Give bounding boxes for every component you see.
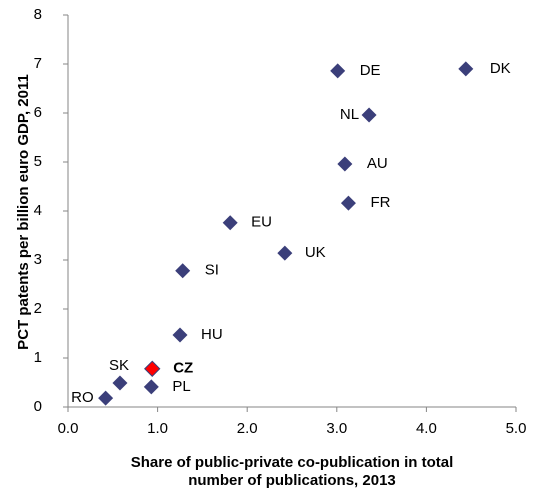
point-label: DK: [490, 60, 511, 77]
point-label: EU: [251, 214, 272, 231]
x-tick-label: 4.0: [416, 420, 437, 437]
point: [98, 390, 114, 406]
point-label: CZ: [173, 360, 193, 377]
point-label: FR: [370, 194, 390, 211]
y-tick-label: 0: [34, 398, 42, 415]
point: [143, 379, 159, 395]
x-tick-label: 1.0: [147, 420, 168, 437]
point: [337, 156, 353, 172]
y-tick-label: 8: [34, 6, 42, 23]
point: [175, 263, 191, 279]
x-axis-label: number of publications, 2013: [188, 472, 396, 489]
x-axis-label: Share of public-private co-publication i…: [131, 454, 454, 471]
point-label: HU: [201, 326, 223, 343]
point: [222, 215, 238, 231]
point: [340, 195, 356, 211]
point-label: PL: [172, 378, 190, 395]
point-label: SI: [205, 262, 219, 279]
point: [330, 63, 346, 79]
point: [458, 61, 474, 77]
y-tick-label: 5: [34, 153, 42, 170]
y-tick-label: 4: [34, 202, 42, 219]
point: [112, 375, 128, 391]
point: [277, 245, 293, 261]
point: [144, 360, 161, 377]
x-tick-label: 2.0: [237, 420, 258, 437]
y-axis-label: PCT patents per billion euro GDP, 2011: [15, 74, 32, 350]
point-label: NL: [340, 106, 359, 123]
y-tick-label: 1: [34, 349, 42, 366]
x-tick-label: 3.0: [326, 420, 347, 437]
point-label: RO: [71, 389, 94, 406]
point-label: AU: [367, 155, 388, 172]
point-label: SK: [109, 357, 129, 374]
point: [172, 327, 188, 343]
y-tick-label: 7: [34, 55, 42, 72]
y-tick-label: 2: [34, 300, 42, 317]
x-tick-label: 5.0: [506, 420, 527, 437]
point: [361, 107, 377, 123]
point-label: UK: [305, 244, 326, 261]
point-label: DE: [360, 62, 381, 79]
y-tick-label: 3: [34, 251, 42, 268]
x-tick-label: 0.0: [58, 420, 79, 437]
y-tick-label: 6: [34, 104, 42, 121]
